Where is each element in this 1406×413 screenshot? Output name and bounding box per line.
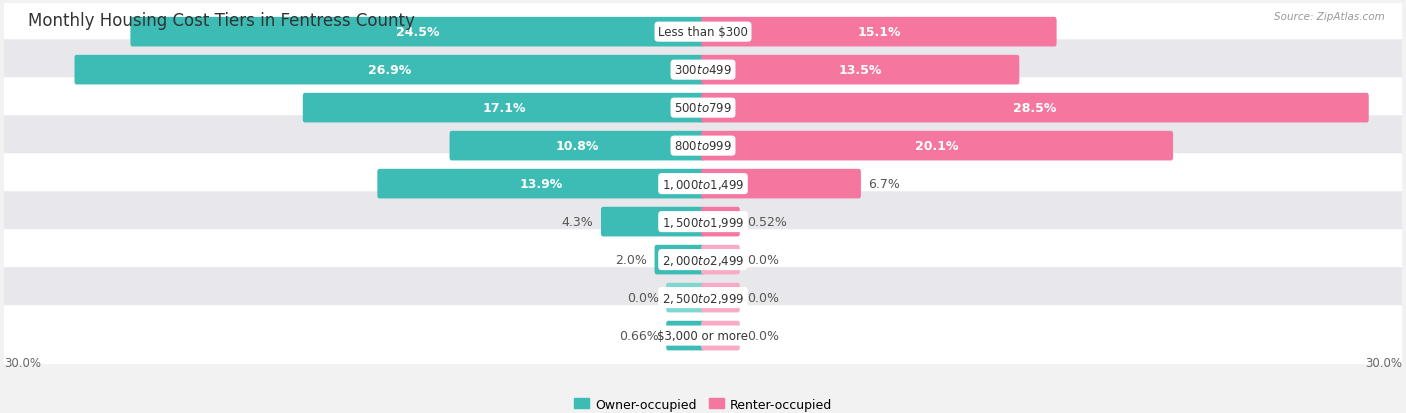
Text: 0.0%: 0.0%	[627, 292, 659, 304]
FancyBboxPatch shape	[0, 116, 1406, 177]
Text: $800 to $999: $800 to $999	[673, 140, 733, 153]
Text: 13.5%: 13.5%	[838, 64, 882, 77]
Text: 24.5%: 24.5%	[396, 26, 440, 39]
FancyBboxPatch shape	[702, 18, 1057, 47]
FancyBboxPatch shape	[0, 154, 1406, 214]
Text: 20.1%: 20.1%	[915, 140, 959, 153]
Text: 15.1%: 15.1%	[858, 26, 901, 39]
Text: $1,500 to $1,999: $1,500 to $1,999	[662, 215, 744, 229]
Text: 0.66%: 0.66%	[619, 329, 659, 342]
FancyBboxPatch shape	[0, 230, 1406, 290]
Text: $2,500 to $2,999: $2,500 to $2,999	[662, 291, 744, 305]
FancyBboxPatch shape	[0, 78, 1406, 139]
FancyBboxPatch shape	[702, 56, 1019, 85]
FancyBboxPatch shape	[702, 131, 1173, 161]
Text: $300 to $499: $300 to $499	[673, 64, 733, 77]
Text: 28.5%: 28.5%	[1014, 102, 1057, 115]
FancyBboxPatch shape	[131, 18, 704, 47]
FancyBboxPatch shape	[702, 169, 860, 199]
Text: 30.0%: 30.0%	[4, 356, 41, 369]
Text: 0.0%: 0.0%	[747, 292, 779, 304]
FancyBboxPatch shape	[75, 56, 704, 85]
Text: 26.9%: 26.9%	[368, 64, 412, 77]
FancyBboxPatch shape	[702, 321, 740, 351]
FancyBboxPatch shape	[0, 306, 1406, 366]
FancyBboxPatch shape	[702, 94, 1369, 123]
FancyBboxPatch shape	[0, 2, 1406, 63]
FancyBboxPatch shape	[666, 283, 704, 313]
FancyBboxPatch shape	[702, 245, 740, 275]
FancyBboxPatch shape	[655, 245, 704, 275]
FancyBboxPatch shape	[302, 94, 704, 123]
FancyBboxPatch shape	[702, 283, 740, 313]
Text: 0.0%: 0.0%	[747, 254, 779, 266]
Text: 2.0%: 2.0%	[616, 254, 647, 266]
Text: 17.1%: 17.1%	[482, 102, 526, 115]
Text: 0.52%: 0.52%	[747, 216, 787, 228]
FancyBboxPatch shape	[666, 321, 704, 351]
Text: 13.9%: 13.9%	[519, 178, 562, 191]
Text: Source: ZipAtlas.com: Source: ZipAtlas.com	[1274, 12, 1385, 22]
Text: 0.0%: 0.0%	[747, 329, 779, 342]
Text: $1,000 to $1,499: $1,000 to $1,499	[662, 177, 744, 191]
Text: Less than $300: Less than $300	[658, 26, 748, 39]
FancyBboxPatch shape	[0, 40, 1406, 101]
FancyBboxPatch shape	[377, 169, 704, 199]
Text: 6.7%: 6.7%	[869, 178, 900, 191]
Text: $500 to $799: $500 to $799	[673, 102, 733, 115]
Text: $3,000 or more: $3,000 or more	[658, 329, 748, 342]
FancyBboxPatch shape	[600, 207, 704, 237]
FancyBboxPatch shape	[450, 131, 704, 161]
Text: 4.3%: 4.3%	[562, 216, 593, 228]
Text: 30.0%: 30.0%	[1365, 356, 1402, 369]
FancyBboxPatch shape	[0, 268, 1406, 328]
Text: Monthly Housing Cost Tiers in Fentress County: Monthly Housing Cost Tiers in Fentress C…	[28, 12, 415, 30]
FancyBboxPatch shape	[0, 192, 1406, 252]
Text: $2,000 to $2,499: $2,000 to $2,499	[662, 253, 744, 267]
Text: 10.8%: 10.8%	[555, 140, 599, 153]
Legend: Owner-occupied, Renter-occupied: Owner-occupied, Renter-occupied	[568, 393, 838, 413]
FancyBboxPatch shape	[702, 207, 740, 237]
